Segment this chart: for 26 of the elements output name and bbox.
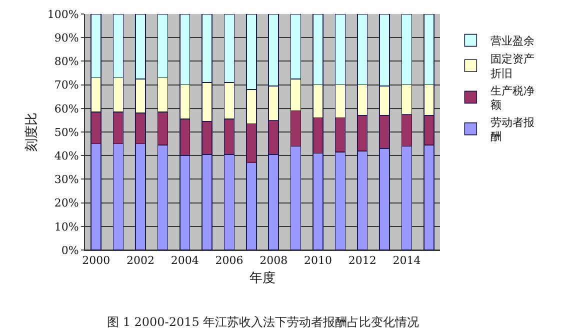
x-tick-label: 2014 — [392, 254, 421, 268]
legend-label: 生产税净额 — [490, 84, 535, 112]
y-tick-label: 50% — [54, 126, 79, 139]
x-tick-label: 2002 — [126, 254, 154, 268]
y-tick-label: 70% — [54, 78, 79, 92]
y-tick-label: 40% — [54, 149, 79, 162]
y-tick-label: 60% — [54, 102, 79, 116]
y-tick-label: 80% — [54, 55, 79, 68]
x-tick-label: 2008 — [260, 254, 288, 268]
x-axis-title: 年度 — [250, 270, 276, 286]
x-tick-label: 2004 — [170, 254, 199, 268]
x-tick-label: 2012 — [348, 254, 376, 268]
legend-label: 营业盈余 — [490, 34, 535, 48]
y-tick-label: 0% — [61, 244, 79, 257]
x-tick-label: 2000 — [82, 254, 110, 268]
y-tick-label: 90% — [54, 31, 79, 44]
x-tick-label: 2010 — [304, 254, 332, 268]
y-axis-title: 刻度比 — [23, 112, 40, 152]
legend-label: 劳动者报酬 — [490, 116, 535, 144]
y-tick-label: 10% — [54, 220, 79, 234]
legend-label: 固定资产折旧 — [490, 52, 535, 80]
y-tick-label: 30% — [54, 173, 79, 186]
y-tick-label: 20% — [54, 196, 79, 210]
x-tick-label: 2006 — [215, 254, 244, 268]
y-tick-label: 100% — [47, 8, 79, 21]
caption: 图 1 2000-2015 年江苏收入法下劳动者报酬占比变化情况 — [107, 315, 420, 329]
